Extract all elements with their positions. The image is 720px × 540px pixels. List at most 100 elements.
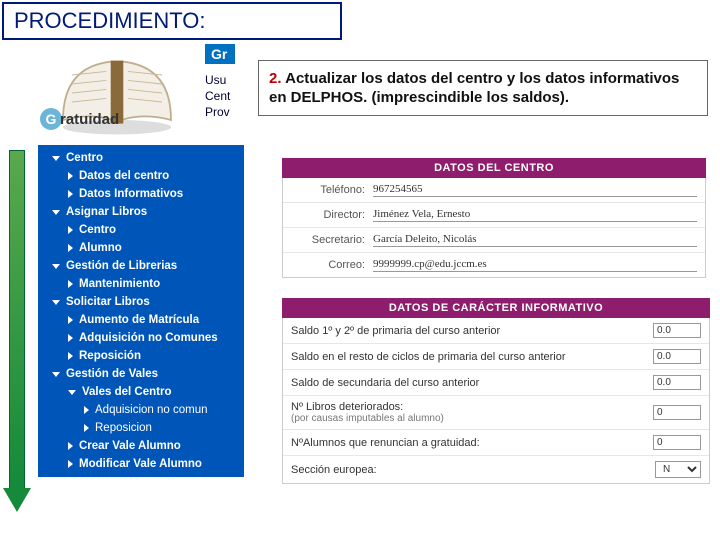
chevron-right-icon xyxy=(84,424,89,432)
sidebar-item-label: Solicitar Libros xyxy=(66,296,150,308)
sidebar-item-label: Centro xyxy=(79,224,116,236)
field-value[interactable]: García Deleito, Nicolás xyxy=(373,233,697,247)
panel2-row-2: Saldo de secundaria del curso anterior xyxy=(283,370,709,396)
sidebar-item-label: Datos Informativos xyxy=(79,188,183,200)
sidebar-item-12[interactable]: Gestión de Vales xyxy=(38,365,244,383)
sidebar-item-2[interactable]: Datos Informativos xyxy=(38,185,244,203)
sidebar-item-label: Alumno xyxy=(79,242,122,254)
panel1-header: DATOS DEL CENTRO xyxy=(282,158,706,178)
instruction-text: Actualizar los datos del centro y los da… xyxy=(269,70,679,106)
chevron-down-icon xyxy=(68,390,76,395)
panel1-row-2: Secretario:García Deleito, Nicolás xyxy=(283,228,705,253)
chevron-right-icon xyxy=(68,172,73,180)
numeric-input-3[interactable] xyxy=(653,405,701,420)
chevron-right-icon xyxy=(84,406,89,414)
sidebar-item-10[interactable]: Adquisición no Comunes xyxy=(38,329,244,347)
chevron-down-icon xyxy=(52,300,60,305)
g-circle-icon: G xyxy=(40,108,62,130)
gratuidad-label: Gratuidad xyxy=(40,108,119,130)
panel2-header: DATOS DE CARÁCTER INFORMATIVO xyxy=(282,298,710,318)
field-label: Saldo de secundaria del curso anterior xyxy=(291,377,581,389)
field-label: NºAlumnos que renuncian a gratuidad: xyxy=(291,437,581,449)
field-value[interactable]: 9999999.cp@edu.jccm.es xyxy=(373,258,697,272)
chevron-right-icon xyxy=(68,244,73,252)
sidebar-item-11[interactable]: Reposición xyxy=(38,347,244,365)
numeric-input-1[interactable] xyxy=(653,349,701,364)
sidebar-item-label: Adquisicion no comun xyxy=(95,404,208,416)
sidebar-item-label: Gestión de Vales xyxy=(66,368,158,380)
chevron-right-icon xyxy=(68,280,73,288)
field-label: Director: xyxy=(291,209,365,221)
sidebar-item-3[interactable]: Asignar Libros xyxy=(38,203,244,221)
sidebar-item-label: Mantenimiento xyxy=(79,278,160,290)
panel2-row-3: Nº Libros deteriorados:(por causas imput… xyxy=(283,396,709,430)
sidebar-item-label: Centro xyxy=(66,152,103,164)
sidebar-item-label: Gestión de Librerias xyxy=(66,260,177,272)
chevron-down-icon xyxy=(52,264,60,269)
user-row-3: Prov xyxy=(205,104,245,120)
field-value[interactable]: Jiménez Vela, Ernesto xyxy=(373,208,697,222)
panel1-row-1: Director: Jiménez Vela, Ernesto xyxy=(283,203,705,228)
gratuidad-text: ratuidad xyxy=(60,111,119,128)
numeric-input-2[interactable] xyxy=(653,375,701,390)
sidebar-item-16[interactable]: Crear Vale Alumno xyxy=(38,437,244,455)
seccion-europea-select[interactable]: N xyxy=(655,461,701,478)
sidebar-item-8[interactable]: Solicitar Libros xyxy=(38,293,244,311)
numeric-input-4[interactable] xyxy=(653,435,701,450)
panel1-body: Teléfono: 967254565 Director: Jiménez Vela,… xyxy=(282,178,706,278)
user-info-block: Usu Cent Prov xyxy=(205,72,245,120)
datos-informativo-panel: DATOS DE CARÁCTER INFORMATIVO Saldo 1º y… xyxy=(282,298,710,484)
sidebar-item-1[interactable]: Datos del centro xyxy=(38,167,244,185)
chevron-right-icon xyxy=(68,226,73,234)
sidebar-item-9[interactable]: Aumento de Matrícula xyxy=(38,311,244,329)
chevron-right-icon xyxy=(68,334,73,342)
user-row-2: Cent xyxy=(205,88,245,104)
field-label: Saldo 1º y 2º de primaria del curso ante… xyxy=(291,325,581,337)
panel2-row-1: Saldo en el resto de ciclos de primaria … xyxy=(283,344,709,370)
instruction-box: 2. Actualizar los datos del centro y los… xyxy=(258,60,708,116)
sidebar-item-label: Datos del centro xyxy=(79,170,169,182)
sidebar-item-label: Reposicion xyxy=(95,422,152,434)
app-title-strip: Gr xyxy=(205,44,235,64)
sidebar-item-label: Asignar Libros xyxy=(66,206,147,218)
field-label: Sección europea: xyxy=(291,464,581,476)
sidebar-item-0[interactable]: Centro xyxy=(38,149,244,167)
field-label: Correo: xyxy=(291,259,365,271)
chevron-down-icon xyxy=(52,372,60,377)
datos-centro-panel: DATOS DEL CENTRO Teléfono: 967254565 Direc… xyxy=(282,158,706,278)
chevron-right-icon xyxy=(68,316,73,324)
field-sublabel: (por causas imputables al alumno) xyxy=(291,413,581,424)
field-label: Saldo en el resto de ciclos de primaria … xyxy=(291,351,581,363)
field-value[interactable]: 967254565 xyxy=(373,183,697,197)
chevron-down-icon xyxy=(52,156,60,161)
sidebar-item-15[interactable]: Reposicion xyxy=(38,419,244,437)
chevron-right-icon xyxy=(68,442,73,450)
user-row-1: Usu xyxy=(205,72,245,88)
instruction-number: 2. xyxy=(269,70,282,87)
field-label: Teléfono: xyxy=(291,184,365,196)
panel2-row-0: Saldo 1º y 2º de primaria del curso ante… xyxy=(283,318,709,344)
sidebar-item-label: Adquisición no Comunes xyxy=(79,332,218,344)
chevron-right-icon xyxy=(68,352,73,360)
sidebar-item-14[interactable]: Adquisicion no comun xyxy=(38,401,244,419)
sidebar-item-7[interactable]: Mantenimiento xyxy=(38,275,244,293)
panel2-row-4: NºAlumnos que renuncian a gratuidad: xyxy=(283,430,709,456)
sidebar-item-label: Reposición xyxy=(79,350,141,362)
sidebar-item-6[interactable]: Gestión de Librerias xyxy=(38,257,244,275)
chevron-right-icon xyxy=(68,460,73,468)
panel2-body: Saldo 1º y 2º de primaria del curso ante… xyxy=(282,318,710,484)
sidebar-item-4[interactable]: Centro xyxy=(38,221,244,239)
numeric-input-0[interactable] xyxy=(653,323,701,338)
process-arrow-icon xyxy=(3,150,31,515)
header-title: PROCEDIMIENTO: xyxy=(14,8,206,33)
field-label: Nº Libros deteriorados:(por causas imput… xyxy=(291,401,581,424)
sidebar-item-17[interactable]: Modificar Vale Alumno xyxy=(38,455,244,473)
chevron-down-icon xyxy=(52,210,60,215)
sidebar-item-5[interactable]: Alumno xyxy=(38,239,244,257)
sidebar-item-13[interactable]: Vales del Centro xyxy=(38,383,244,401)
panel2-row-5: Sección europea: N xyxy=(283,456,709,483)
sidebar: Centro Datos del centro Datos Informativos… xyxy=(38,145,244,477)
panel1-row-0: Teléfono: 967254565 xyxy=(283,178,705,203)
chevron-right-icon xyxy=(68,190,73,198)
panel1-row-3: Correo: 9999999.cp@edu.jccm.es xyxy=(283,253,705,277)
